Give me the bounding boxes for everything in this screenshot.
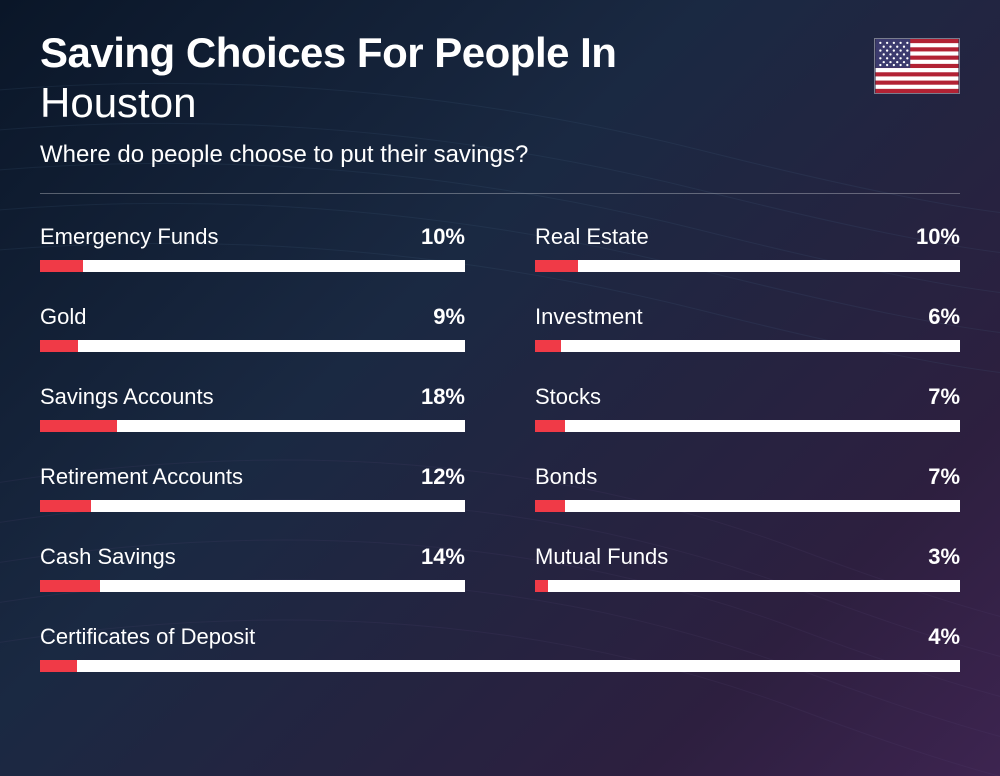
bar-fill	[40, 500, 91, 512]
item-percent: 10%	[916, 224, 960, 250]
saving-item: Bonds 7%	[535, 464, 960, 512]
item-label: Bonds	[535, 464, 597, 490]
item-label: Retirement Accounts	[40, 464, 243, 490]
bar-fill	[535, 420, 565, 432]
bar-fill	[535, 340, 561, 352]
item-percent: 7%	[928, 384, 960, 410]
header: Saving Choices For People In Houston Whe…	[40, 30, 960, 194]
saving-item: Investment 6%	[535, 304, 960, 352]
us-flag-icon	[874, 38, 960, 94]
title-main: Saving Choices For People In	[40, 30, 960, 76]
item-percent: 9%	[433, 304, 465, 330]
item-percent: 7%	[928, 464, 960, 490]
bar-fill	[40, 340, 78, 352]
item-percent: 10%	[421, 224, 465, 250]
bar-track	[40, 260, 465, 272]
bar-fill	[40, 420, 117, 432]
item-percent: 18%	[421, 384, 465, 410]
item-label: Stocks	[535, 384, 601, 410]
bar-fill	[40, 660, 77, 672]
saving-item: Retirement Accounts 12%	[40, 464, 465, 512]
bar-track	[40, 420, 465, 432]
left-column: Emergency Funds 10% Gold 9% Savings Accounts…	[40, 224, 465, 624]
bar-fill	[40, 260, 83, 272]
bar-track	[535, 420, 960, 432]
bar-track	[40, 580, 465, 592]
saving-item: Gold 9%	[40, 304, 465, 352]
saving-item: Emergency Funds 10%	[40, 224, 465, 272]
item-label: Gold	[40, 304, 86, 330]
bar-track	[535, 500, 960, 512]
right-column: Real Estate 10% Investment 6% Stocks 7% Bonds 7…	[535, 224, 960, 624]
saving-item: Stocks 7%	[535, 384, 960, 432]
saving-item: Mutual Funds 3%	[535, 544, 960, 592]
item-label: Cash Savings	[40, 544, 176, 570]
item-label: Certificates of Deposit	[40, 624, 255, 650]
item-percent: 6%	[928, 304, 960, 330]
item-percent: 3%	[928, 544, 960, 570]
item-label: Investment	[535, 304, 643, 330]
bar-fill	[535, 500, 565, 512]
bottom-row: Certificates of Deposit 4%	[40, 624, 960, 672]
title-city: Houston	[40, 78, 960, 128]
item-label: Savings Accounts	[40, 384, 214, 410]
item-percent: 14%	[421, 544, 465, 570]
item-label: Emergency Funds	[40, 224, 219, 250]
bar-track	[535, 580, 960, 592]
item-label: Real Estate	[535, 224, 649, 250]
item-label: Mutual Funds	[535, 544, 668, 570]
bar-fill	[40, 580, 100, 592]
saving-item: Real Estate 10%	[535, 224, 960, 272]
item-percent: 12%	[421, 464, 465, 490]
bar-track	[535, 340, 960, 352]
item-percent: 4%	[928, 624, 960, 650]
bar-track	[40, 340, 465, 352]
saving-item: Savings Accounts 18%	[40, 384, 465, 432]
bar-track	[40, 660, 960, 672]
bar-fill	[535, 580, 548, 592]
subtitle: Where do people choose to put their savi…	[40, 141, 960, 169]
saving-item: Cash Savings 14%	[40, 544, 465, 592]
bar-track	[535, 260, 960, 272]
saving-item: Certificates of Deposit 4%	[40, 624, 960, 672]
bar-fill	[535, 260, 578, 272]
bar-track	[40, 500, 465, 512]
